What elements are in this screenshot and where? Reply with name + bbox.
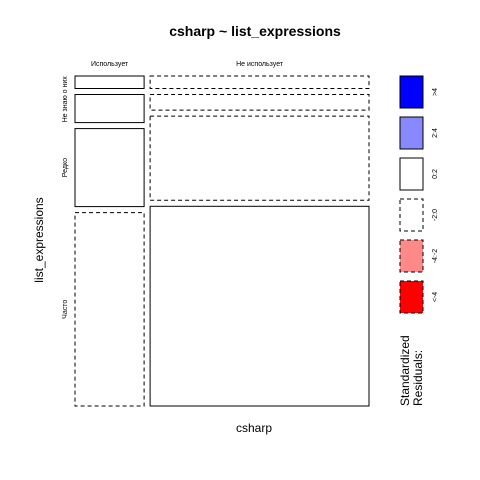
mosaic-tiles [74, 75, 370, 407]
legend-swatch [399, 280, 424, 314]
mosaic-tile [74, 75, 145, 89]
legend-bin-label: 0:2 [432, 169, 439, 179]
legend-bin-label: -2:0 [432, 209, 439, 221]
legend-title-line-1: Standardized [398, 335, 412, 406]
legend-bin-label: 2:4 [432, 128, 439, 138]
mosaic-tile [74, 212, 145, 407]
mosaic-tile [74, 94, 145, 124]
legend-swatch [399, 239, 424, 273]
mosaic-tile [149, 205, 370, 407]
legend-swatch [399, 157, 424, 191]
row-label: Не знаю о них [62, 76, 69, 123]
legend-swatch [399, 75, 424, 109]
column-label: Не использует [236, 61, 284, 68]
legend-swatch [399, 198, 424, 232]
mosaic-tile [74, 128, 145, 208]
x-axis-label: csharp [236, 421, 272, 435]
mosaic-tile [149, 94, 370, 111]
legend-swatch [399, 116, 424, 150]
y-axis-label: list_expressions [32, 197, 46, 282]
legend-bin-label: >4 [432, 88, 439, 96]
residual-legend: Standardized Residuals: >4 2:4 0:2 -2:0 -4:-… [398, 75, 439, 406]
row-label: Часто [62, 300, 69, 319]
mosaic-tile [149, 115, 370, 201]
column-labels: Использует Не использует [91, 61, 284, 68]
legend-title-line-2: Residuals: [411, 350, 425, 406]
legend-bin-label: -4:-2 [432, 249, 439, 264]
chart-title: csharp ~ list_expressions [169, 23, 341, 39]
mosaic-tile [149, 75, 370, 89]
legend-bin-label: <-4 [432, 292, 439, 302]
row-labels: Не знаю о них Редко Часто [62, 76, 69, 319]
row-label: Редко [62, 158, 69, 177]
column-label: Использует [91, 61, 129, 68]
